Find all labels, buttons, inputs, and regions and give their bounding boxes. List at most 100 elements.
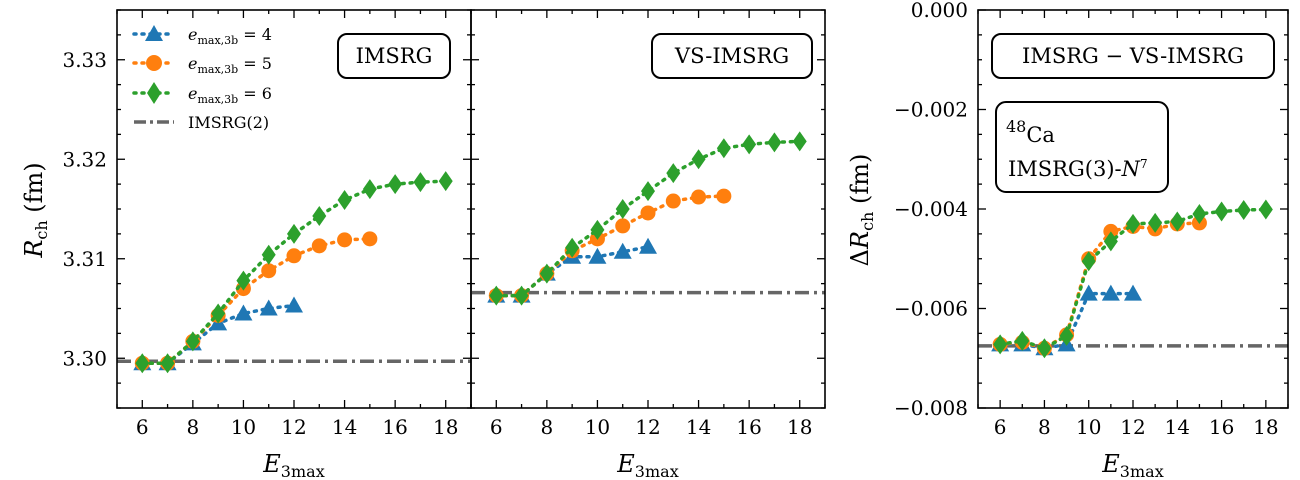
series-diamond [135, 171, 453, 374]
data-point-diamond [1059, 325, 1074, 346]
data-point-diamond [261, 244, 276, 265]
x-tick-label: 16 [382, 415, 407, 439]
data-point-circle [615, 218, 631, 234]
data-point-triangle [259, 299, 278, 316]
series-circle [134, 231, 378, 371]
data-point-circle [261, 263, 277, 279]
data-point-diamond [413, 172, 428, 193]
data-point-diamond [362, 179, 377, 200]
data-point-diamond [438, 171, 453, 192]
ticks-panel-3: 6 8 10 12 14 16 18 0.000 −0.002 −0.004 −0.006 −0.00… [894, 0, 1289, 439]
y-tick-label: −0.004 [894, 197, 968, 221]
data-point-diamond [565, 237, 580, 258]
svg-text:IMSRG − VS-IMSRG: IMSRG − VS-IMSRG [1022, 44, 1244, 68]
data-point-circle [716, 188, 732, 204]
panel-difference: 6 8 10 12 14 16 18 0.000 −0.002 −0.004 −0.006 −0.00… [894, 0, 1289, 439]
data-point-diamond [792, 131, 807, 152]
data-point-diamond [1148, 212, 1163, 233]
data-point-diamond [691, 149, 706, 170]
data-point-circle [691, 189, 707, 205]
x-tick-label: 12 [635, 415, 660, 439]
data-point-diamond [1192, 203, 1207, 224]
legend-item-emax5: emax,3b = 5 [132, 54, 272, 76]
panel-vs-imsrg: 6 8 10 12 14 16 18 [470, 9, 826, 439]
x-tick-label: 8 [540, 415, 553, 439]
x-tick-label: 16 [736, 415, 761, 439]
data-point-diamond [287, 223, 301, 244]
data-point-diamond [742, 134, 757, 155]
data-point-diamond [539, 263, 554, 284]
svg-text:48Ca: 48Ca [1006, 117, 1055, 147]
x-tick-label: 8 [1038, 415, 1051, 439]
x-tick-label: 14 [686, 415, 711, 439]
series-line [998, 221, 1202, 351]
data-point-diamond [236, 270, 251, 291]
y-tick-label: 0.000 [911, 0, 968, 22]
data-point-triangle [639, 237, 657, 254]
x-tick-label: 14 [1165, 415, 1190, 439]
svg-text:emax,3b = 6: emax,3b = 6 [188, 84, 272, 106]
data-point-diamond [1236, 199, 1251, 220]
y-tick-label: −0.002 [894, 98, 968, 122]
data-point-diamond [514, 285, 529, 306]
x-tick-label: 10 [1076, 415, 1101, 439]
data-point-diamond [1037, 338, 1052, 359]
right-ylabel: ΔRch (fm) [846, 154, 877, 267]
data-point-diamond [716, 138, 731, 159]
data-point-diamond [1015, 330, 1030, 351]
x-tick-label: 6 [490, 415, 503, 439]
x-tick-label: 18 [787, 415, 812, 439]
series-diamond [489, 131, 807, 306]
y-tick-label: 3.32 [62, 147, 107, 171]
data-point-circle [337, 232, 353, 248]
x-tick-label: 16 [1209, 415, 1234, 439]
data-point-diamond [489, 285, 504, 306]
data-point-diamond [1258, 199, 1273, 220]
data-point-diamond [615, 199, 630, 219]
data-point-diamond [767, 132, 782, 153]
series-line [140, 237, 372, 365]
svg-text:IMSRG(2): IMSRG(2) [188, 113, 269, 132]
y-tick-label: 3.33 [62, 48, 107, 72]
legend-marker-triangle [145, 25, 163, 41]
data-point-triangle [285, 296, 303, 313]
xlabel-panel-1: E3max [262, 450, 324, 480]
data-point-circle [362, 231, 378, 247]
x-tick-label: 12 [1120, 415, 1145, 439]
data-point-triangle [234, 304, 253, 321]
data-point-diamond [1081, 251, 1096, 272]
x-tick-label: 12 [281, 415, 306, 439]
data-point-triangle [588, 247, 607, 264]
svg-text:IMSRG(3)-N7: IMSRG(3)-N7 [1008, 157, 1148, 181]
panel-frame [470, 9, 826, 409]
label-box-difference: IMSRG − VS-IMSRG [991, 33, 1275, 79]
label-box-vs-imsrg: VS-IMSRG [651, 33, 813, 79]
x-tick-label: 18 [1253, 415, 1278, 439]
legend-item-emax4: emax,3b = 4 [132, 25, 272, 47]
data-point-circle [286, 248, 302, 264]
data-point-diamond [993, 334, 1008, 355]
data-point-diamond [160, 353, 175, 374]
legend-marker-circle [146, 55, 162, 71]
data-point-diamond [590, 219, 605, 240]
legend-item-emax6: emax,3b = 6 [132, 82, 272, 106]
x-tick-label: 6 [994, 415, 1007, 439]
label-box-imsrg: IMSRG [337, 33, 451, 79]
nucleus-box: 48Ca IMSRG(3)-N7 [995, 101, 1169, 193]
x-tick-label: 14 [332, 415, 357, 439]
xlabel-panel-2: E3max [616, 450, 678, 480]
data-point-triangle [613, 242, 632, 259]
data-point-circle [640, 205, 656, 221]
data-point-circle [665, 193, 681, 209]
legend-marker-diamond [147, 82, 161, 104]
data-point-triangle [1101, 284, 1120, 301]
data-point-diamond [1214, 201, 1229, 222]
y-tick-label: −0.006 [894, 297, 968, 321]
data-point-diamond [1170, 211, 1185, 232]
data-point-diamond [211, 303, 226, 324]
data-point-diamond [388, 174, 403, 195]
y-tick-label: −0.008 [894, 396, 968, 420]
data-point-diamond [666, 163, 681, 184]
data-point-diamond [185, 331, 200, 352]
legend-item-imsrg2: IMSRG(2) [134, 113, 269, 132]
